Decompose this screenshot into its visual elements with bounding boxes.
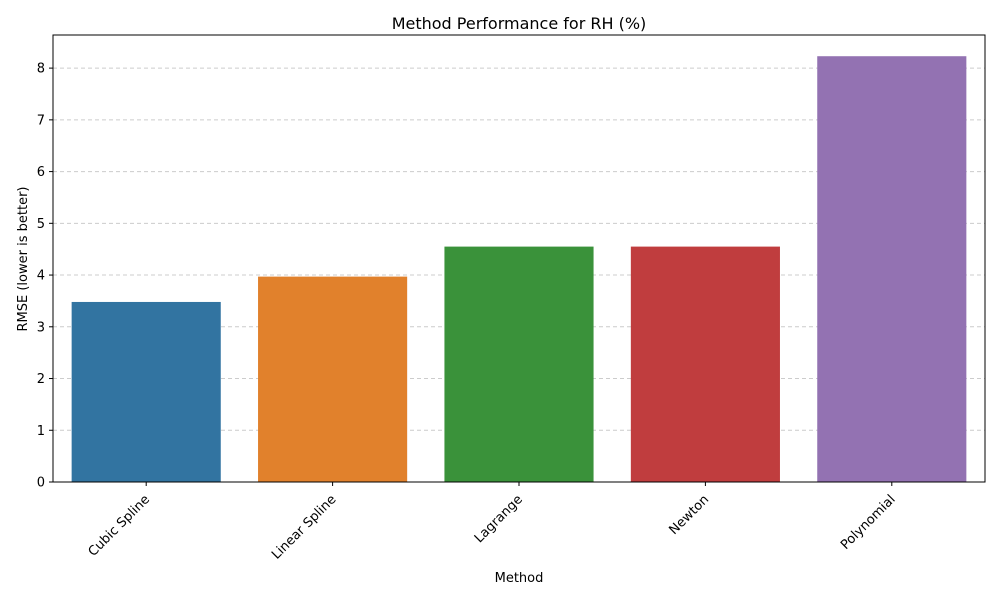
x-tick-label: Lagrange	[472, 492, 526, 546]
y-tick-label: 7	[37, 113, 45, 128]
x-tick-label: Linear Spline	[269, 492, 339, 562]
bar-linear-spline	[258, 276, 408, 482]
y-axis-label: RMSE (lower is better)	[16, 187, 31, 332]
bar-newton	[630, 246, 780, 482]
y-tick-label: 2	[37, 372, 45, 387]
y-tick-label: 0	[37, 476, 45, 491]
bar-lagrange	[444, 246, 594, 482]
x-axis-label: Method	[495, 571, 544, 586]
y-tick-label: 6	[37, 165, 45, 180]
x-tick-label: Newton	[667, 492, 713, 538]
bar-cubic-spline	[71, 301, 221, 482]
x-tick-label: Polynomial	[838, 492, 899, 553]
y-tick-label: 1	[37, 424, 45, 439]
y-tick-label: 5	[37, 217, 45, 232]
chart-title: Method Performance for RH (%)	[392, 14, 647, 33]
axes	[49, 34, 986, 486]
y-tick-label: 8	[37, 62, 45, 77]
plot-frame	[52, 34, 986, 483]
bars	[71, 56, 967, 483]
x-tick-label: Cubic Spline	[86, 492, 153, 559]
y-tick-label: 3	[37, 320, 45, 335]
y-tick-label: 4	[37, 269, 45, 284]
bar-polynomial	[817, 56, 967, 483]
